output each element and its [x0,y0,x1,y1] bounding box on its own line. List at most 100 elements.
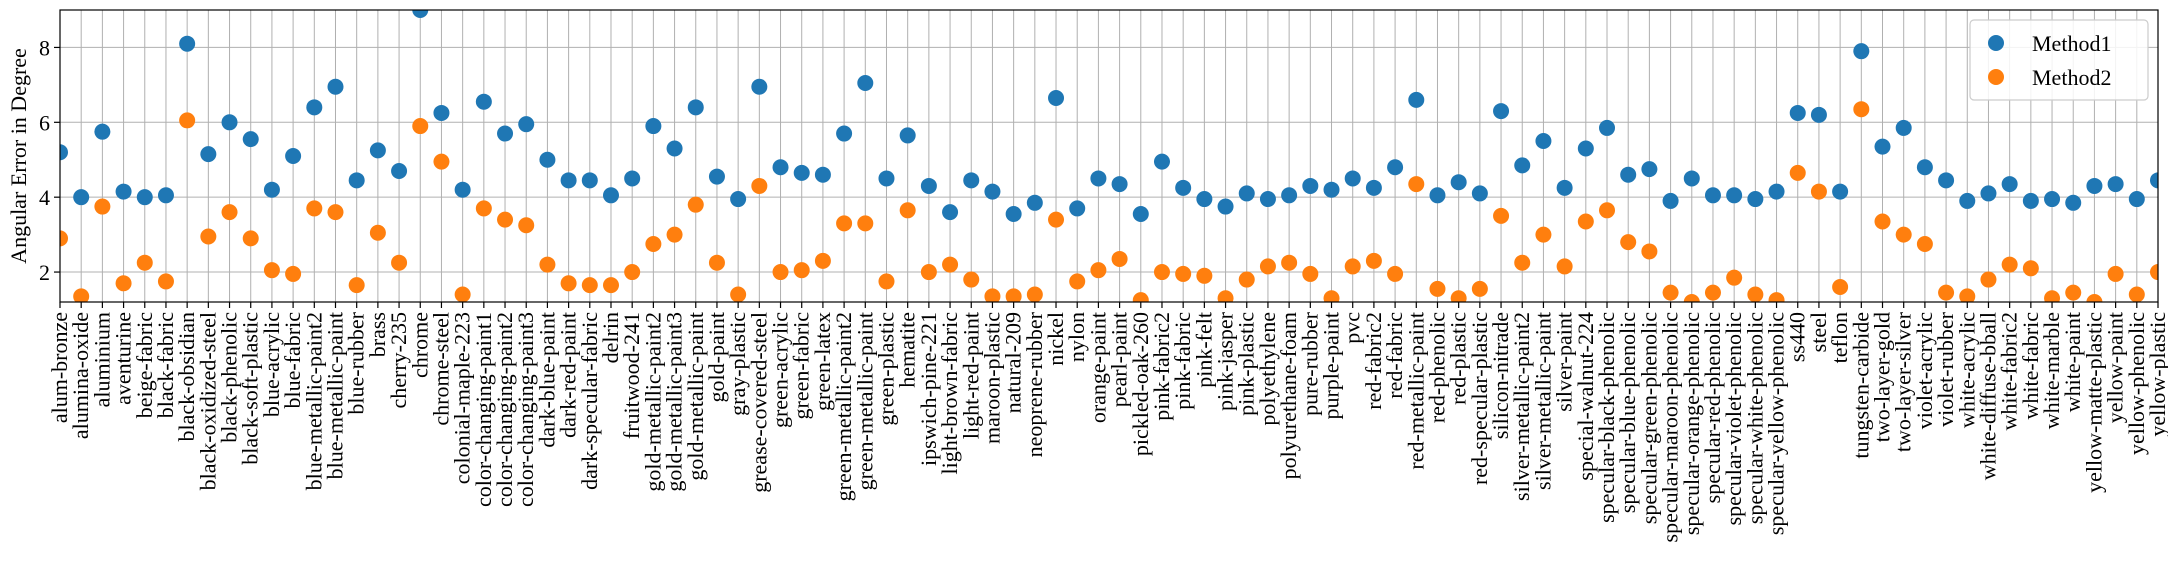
point-method2 [857,215,874,232]
point-method2 [348,277,365,294]
point-method1 [1281,187,1298,204]
point-method1 [1090,170,1107,187]
point-method1 [306,99,323,116]
x-tick-label: yellow-plastic [2145,312,2168,437]
point-method2 [1874,213,1891,230]
point-method2 [1005,288,1022,302]
x-tick-label: specular-maroon-phenolic [1658,312,1683,543]
x-tick-label: green-fabric [789,312,814,420]
point-method1 [1789,104,1806,121]
x-tick-label: brass [365,312,390,357]
point-method1 [1514,157,1531,174]
y-tick-label: 6 [39,110,50,135]
point-method2 [666,226,683,243]
legend-label-method2: Method2 [2032,65,2111,90]
point-method1 [1471,185,1488,202]
point-method2 [772,264,789,281]
point-method1 [1980,185,1997,202]
point-method2 [1810,183,1827,200]
point-method1 [1026,194,1043,211]
point-method2 [1408,176,1425,193]
point-method2 [1238,271,1255,288]
x-tick-label: white-fabric [2018,312,2043,420]
point-method1 [412,10,429,18]
point-method2 [2150,264,2158,281]
x-tick-label: special-walnut-224 [1573,312,1598,481]
point-method1 [814,166,831,183]
point-method1 [793,164,810,181]
x-tick-label: yellow-matte-plastic [2081,312,2106,493]
point-method2 [1090,262,1107,279]
x-tick-label: nickel [1043,312,1068,366]
point-method1 [1323,181,1340,198]
point-method1 [942,204,959,221]
point-method1 [454,181,471,198]
point-method1 [624,170,641,187]
point-method1 [708,168,725,185]
point-method2 [1471,280,1488,297]
point-method2 [730,286,747,302]
point-method1 [687,99,704,116]
legend-marker-method2 [1988,69,2004,85]
point-method2 [581,277,598,294]
point-method1 [730,191,747,208]
x-tick-label: red-metallic-paint [1403,312,1428,470]
x-tick-label: delrin [598,312,623,363]
point-method1 [899,127,916,144]
point-method1 [1259,191,1276,208]
x-tick-label: alum-bronze [47,312,72,423]
point-method2 [1662,284,1679,301]
point-method2 [1747,286,1764,302]
point-method2 [115,275,132,292]
point-method1 [369,142,386,159]
x-tick-label: silicon-nitrade [1488,312,1513,439]
point-method2 [836,215,853,232]
x-tick-label: white-fabric2 [1997,312,2022,431]
x-tick-label: pink-jasper [1213,311,1238,411]
point-method2 [2107,265,2124,282]
point-method2 [242,230,259,247]
point-method1 [1387,159,1404,176]
point-method1 [920,177,937,194]
point-method2 [1959,288,1976,302]
x-tick-label: pickled-oak-260 [1128,312,1153,456]
x-tick-label: silver-metallic-paint2 [1509,312,1534,501]
point-method2 [1980,271,1997,288]
x-tick-label: white-paint [2060,312,2085,412]
y-tick-label: 8 [39,35,50,60]
point-method2 [602,277,619,294]
x-tick-label: pink-fabric [1170,312,1195,410]
point-method2 [1153,264,1170,281]
x-tick-label: light-red-paint [958,312,983,439]
point-method2 [1387,265,1404,282]
point-method2 [1196,267,1213,284]
point-method1 [560,172,577,189]
point-method2 [1069,273,1086,290]
point-method1 [1704,187,1721,204]
x-tick-label: dark-blue-paint [534,312,559,448]
point-method2 [1683,294,1700,302]
x-tick-label: specular-orange-phenolic [1679,312,1704,535]
x-tick-label: specular-black-phenolic [1594,312,1619,523]
x-tick-label: pearl-paint [1107,312,1132,407]
point-method2 [1916,235,1933,252]
point-method1 [179,35,196,52]
point-method2 [1789,164,1806,181]
point-method1 [1132,206,1149,223]
plot-area-frame [59,9,2159,303]
point-method2 [899,202,916,219]
point-method2 [285,265,302,282]
x-tick-label: blue-acrylic [259,312,284,417]
point-method2 [1535,226,1552,243]
point-method2 [793,262,810,279]
point-method1 [1217,198,1234,215]
point-method1 [1048,89,1065,106]
point-method1 [157,187,174,204]
x-tick-label: steel [1806,312,1831,352]
point-method2 [2022,260,2039,277]
x-tick-label: green-metallic-paint2 [831,312,856,501]
x-tick-label: violet-acrylic [1912,312,1937,430]
point-method1 [391,162,408,179]
point-method2 [1577,213,1594,230]
